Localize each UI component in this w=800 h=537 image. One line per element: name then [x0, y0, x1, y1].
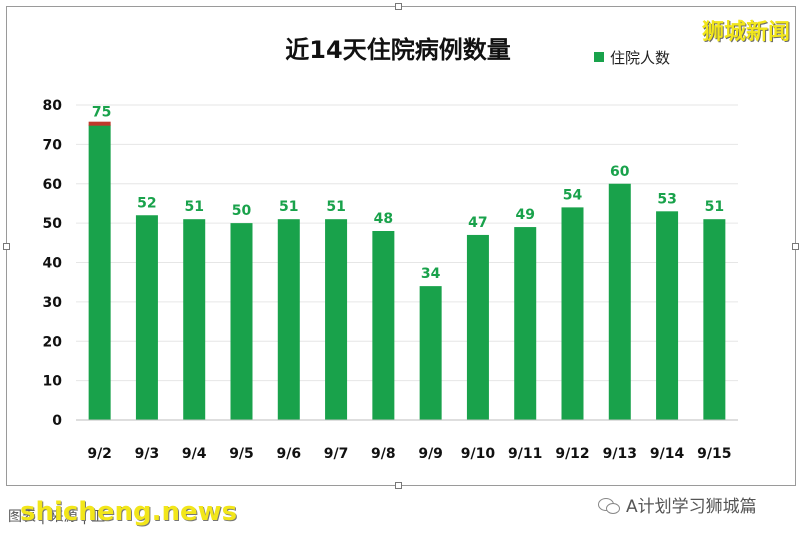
bar-top-accent [88, 121, 111, 126]
data-label: 51 [279, 199, 298, 215]
resize-handle-left[interactable] [3, 243, 10, 250]
x-tick-label: 9/12 [555, 446, 589, 462]
bar-9/7 [325, 219, 348, 420]
x-tick-label: 9/7 [324, 446, 349, 462]
bar-9/3 [135, 215, 158, 420]
wechat-icon [598, 496, 620, 514]
x-tick-label: 9/13 [603, 446, 637, 462]
bar-9/5 [230, 223, 253, 420]
brand-watermark: 狮城新闻 [701, 20, 790, 45]
resize-handle-right[interactable] [792, 243, 799, 250]
x-tick-label: 9/8 [371, 446, 396, 462]
data-label: 51 [184, 199, 203, 215]
bar-9/8 [372, 231, 395, 420]
data-labels: 75 52 51 50 51 51 48 34 47 49 54 60 53 51 [92, 105, 724, 282]
site-watermark: shicheng.news [20, 497, 238, 527]
y-tick-label: 0 [52, 413, 62, 429]
y-tick-label: 50 [43, 216, 63, 232]
bar-9/4 [183, 219, 206, 420]
resize-handle-top[interactable] [395, 3, 402, 10]
x-axis-ticks: 9/2 9/3 9/4 9/5 9/6 9/7 9/8 9/9 9/10 9/11 9/12 9/13… [87, 446, 731, 462]
x-tick-label: 9/10 [461, 446, 496, 462]
data-label: 75 [92, 105, 111, 121]
bar-9/13 [608, 183, 631, 420]
wechat-account: A计划学习狮城篇 [598, 492, 757, 517]
y-tick-label: 20 [43, 334, 63, 350]
bar-9/14 [656, 211, 679, 420]
data-label: 51 [705, 199, 724, 215]
bar-9/12 [561, 207, 584, 420]
bar-9/9 [419, 286, 442, 420]
bar-9/6 [277, 219, 300, 420]
legend-swatch [594, 52, 604, 62]
x-tick-label: 9/15 [697, 446, 731, 462]
wechat-account-name: A计划学习狮城篇 [626, 497, 757, 517]
footer-source: 图表 | 来源 | 卫 [8, 509, 106, 525]
legend: 住院人数 [594, 49, 670, 67]
data-label: 34 [421, 266, 441, 282]
y-tick-label: 80 [43, 98, 63, 114]
y-tick-label: 40 [43, 256, 63, 272]
bars [88, 121, 726, 420]
y-tick-label: 10 [43, 374, 63, 390]
x-tick-label: 9/11 [508, 446, 542, 462]
y-tick-label: 60 [43, 177, 63, 193]
data-label: 47 [468, 215, 487, 231]
bar-9/15 [703, 219, 726, 420]
data-label: 51 [326, 199, 345, 215]
bar-9/2 [88, 124, 111, 420]
data-label: 52 [137, 195, 156, 211]
data-label: 48 [374, 211, 393, 227]
bar-9/10 [466, 234, 489, 420]
gridlines [76, 104, 738, 382]
y-tick-label: 30 [43, 295, 63, 311]
resize-handle-bottom[interactable] [395, 482, 402, 489]
data-label: 60 [610, 164, 630, 180]
y-axis-ticks: 0 10 20 30 40 50 60 70 80 [43, 98, 63, 429]
bar-9/11 [514, 227, 537, 420]
legend-label: 住院人数 [610, 49, 670, 67]
x-tick-label: 9/14 [650, 446, 685, 462]
data-label: 50 [232, 203, 252, 219]
x-tick-label: 9/6 [276, 446, 301, 462]
data-label: 53 [657, 191, 676, 207]
data-label: 54 [563, 187, 583, 203]
x-tick-label: 9/5 [229, 446, 254, 462]
y-tick-label: 70 [43, 137, 63, 153]
x-tick-label: 9/3 [135, 446, 160, 462]
x-tick-label: 9/4 [182, 446, 207, 462]
data-label: 49 [515, 207, 534, 223]
x-tick-label: 9/2 [87, 446, 112, 462]
x-tick-label: 9/9 [418, 446, 443, 462]
chart-title: 近14天住院病例数量 [285, 36, 510, 64]
